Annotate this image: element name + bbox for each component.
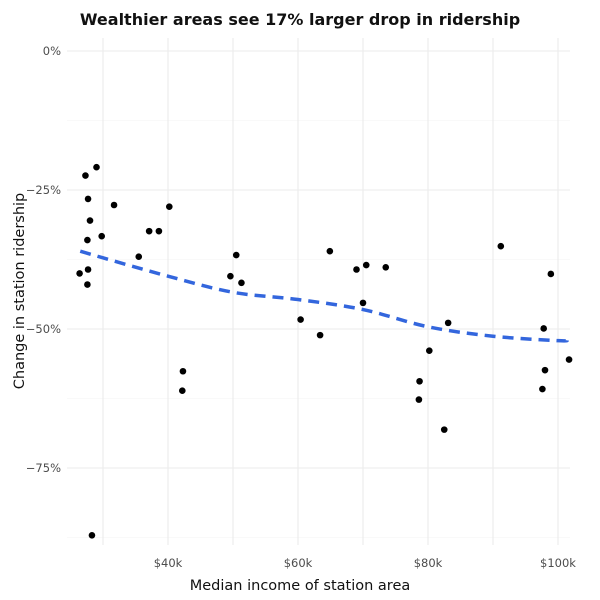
- data-point: [76, 270, 83, 277]
- y-tick-label: 0%: [43, 44, 61, 58]
- data-point: [88, 531, 96, 539]
- y-axis-ticks: 0% −25% −50% −75%: [26, 44, 61, 475]
- data-point: [382, 263, 390, 271]
- data-point: [84, 195, 92, 203]
- data-point: [86, 217, 94, 224]
- chart-title: Wealthier areas see 17% larger drop in r…: [80, 10, 520, 29]
- x-axis-ticks: $40k $60k $80k $100k: [154, 556, 577, 570]
- data-point: [84, 266, 92, 273]
- y-tick-label: −50%: [26, 322, 61, 336]
- data-point: [440, 426, 448, 433]
- data-point: [82, 172, 89, 179]
- data-point: [547, 270, 555, 278]
- data-point: [359, 299, 367, 307]
- grid: [67, 38, 570, 545]
- data-point: [362, 261, 370, 269]
- data-point: [227, 272, 234, 280]
- data-point: [155, 227, 163, 235]
- x-tick-label: $60k: [284, 556, 313, 570]
- data-point: [145, 227, 153, 235]
- x-tick-label: $100k: [540, 556, 576, 570]
- data-point: [353, 266, 360, 273]
- data-point: [326, 247, 334, 255]
- data-point: [179, 367, 187, 375]
- x-tick-label: $40k: [154, 556, 183, 570]
- data-point: [444, 319, 452, 327]
- x-tick-label: $80k: [414, 556, 443, 570]
- data-point: [416, 377, 423, 385]
- data-points: [76, 163, 573, 539]
- data-point: [316, 331, 324, 339]
- data-point: [539, 385, 546, 393]
- y-tick-label: −75%: [26, 461, 61, 475]
- data-point: [238, 279, 245, 287]
- data-point: [93, 163, 100, 171]
- trend-line: [79, 249, 570, 343]
- data-point: [135, 253, 143, 261]
- x-axis-title: Median income of station area: [190, 578, 411, 594]
- data-point: [297, 316, 304, 323]
- data-point: [179, 387, 186, 395]
- data-point: [166, 203, 173, 210]
- data-point: [426, 347, 433, 354]
- data-point: [541, 366, 549, 374]
- y-tick-label: −25%: [26, 183, 61, 197]
- y-axis-title: Change in station ridership: [12, 193, 28, 390]
- data-point: [415, 396, 423, 403]
- data-point: [84, 236, 91, 244]
- data-point: [98, 232, 105, 240]
- data-point: [232, 251, 240, 259]
- data-point: [497, 242, 505, 250]
- data-point: [565, 356, 573, 363]
- data-point: [540, 325, 547, 332]
- data-point: [110, 201, 118, 209]
- data-point: [84, 281, 91, 288]
